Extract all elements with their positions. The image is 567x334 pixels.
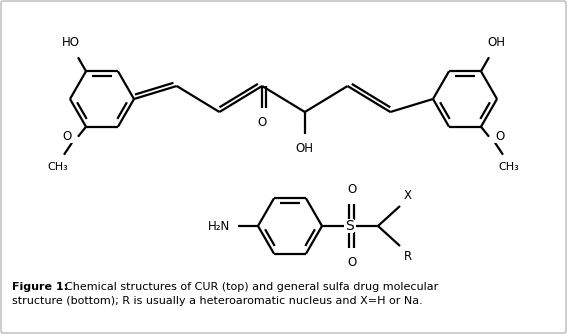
Text: R: R bbox=[404, 250, 412, 263]
Text: OH: OH bbox=[296, 142, 314, 155]
Text: O: O bbox=[495, 130, 504, 143]
Text: CH₃: CH₃ bbox=[498, 162, 519, 172]
Text: O: O bbox=[63, 130, 72, 143]
Text: O: O bbox=[348, 183, 357, 196]
Text: H₂N: H₂N bbox=[208, 219, 230, 232]
Text: HO: HO bbox=[62, 36, 80, 49]
Text: OH: OH bbox=[487, 36, 505, 49]
Text: O: O bbox=[348, 256, 357, 269]
Text: CH₃: CH₃ bbox=[48, 162, 69, 172]
Text: S: S bbox=[346, 219, 354, 233]
Text: O: O bbox=[257, 116, 266, 129]
Text: structure (bottom); R is usually a heteroaromatic nucleus and X=H or Na.: structure (bottom); R is usually a heter… bbox=[12, 296, 423, 306]
Text: Figure 1:: Figure 1: bbox=[12, 282, 72, 292]
Text: X: X bbox=[404, 189, 412, 202]
Text: Chemical structures of CUR (top) and general sulfa drug molecular: Chemical structures of CUR (top) and gen… bbox=[65, 282, 438, 292]
